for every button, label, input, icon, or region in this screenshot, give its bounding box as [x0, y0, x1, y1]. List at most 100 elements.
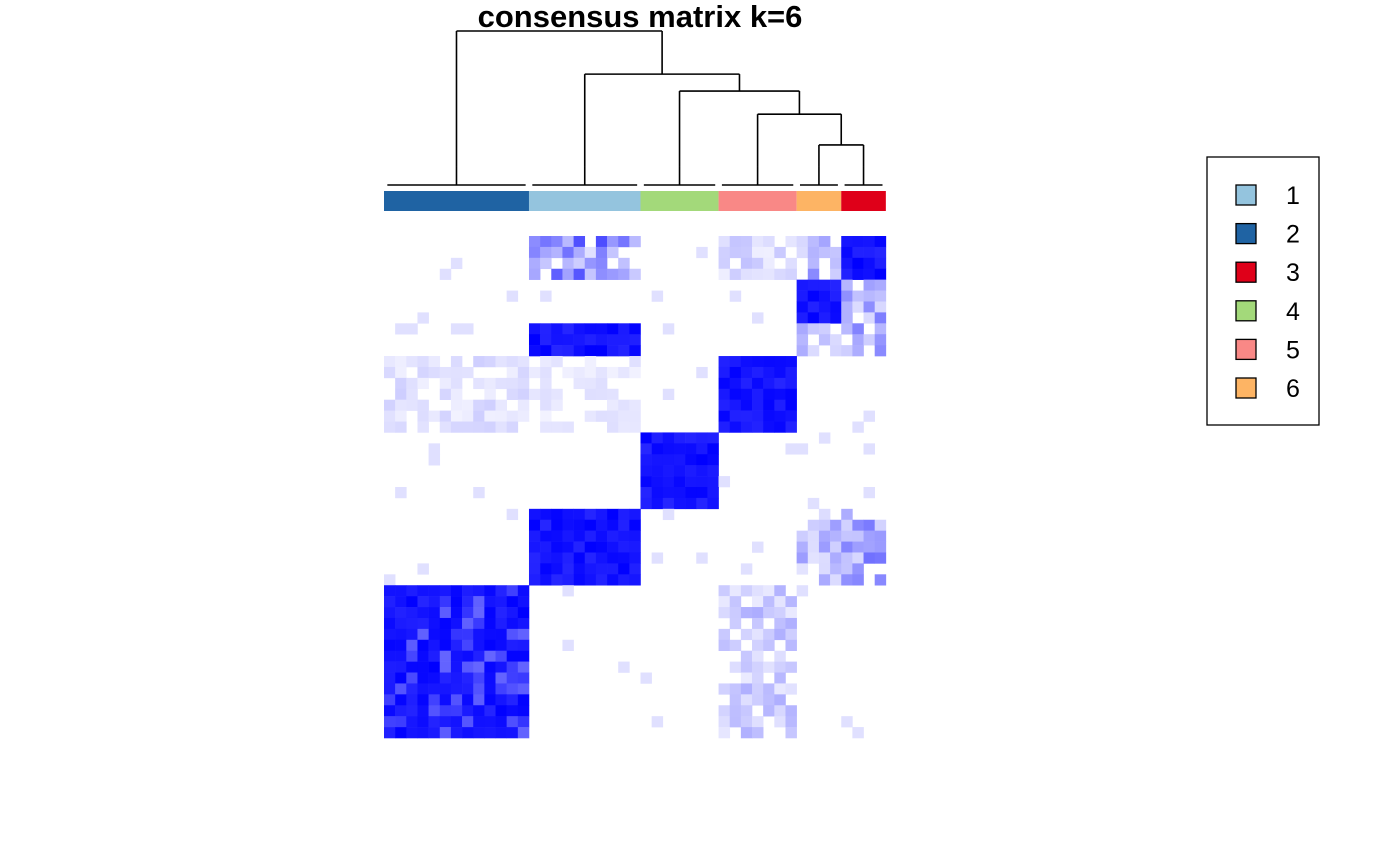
heatmap-cell — [607, 268, 619, 280]
heatmap-cell — [752, 236, 764, 248]
heatmap-cell — [696, 476, 708, 488]
heatmap-cell — [830, 279, 842, 291]
heatmap-cell — [495, 377, 507, 390]
heatmap-cell — [573, 366, 586, 379]
heatmap-cell — [852, 519, 864, 531]
heatmap-cell — [763, 607, 775, 619]
heatmap-cell — [517, 585, 530, 597]
heatmap-cell — [729, 366, 742, 379]
heatmap-cell — [830, 290, 842, 302]
heatmap-cell — [863, 530, 875, 542]
heatmap-cell — [562, 257, 574, 270]
heatmap-cell — [696, 432, 708, 444]
heatmap-cell — [863, 519, 875, 531]
heatmap-cell — [428, 650, 441, 662]
heatmap-cell — [417, 563, 429, 575]
heatmap-cell — [484, 628, 496, 641]
heatmap-cell — [417, 727, 429, 739]
heatmap-cell — [752, 694, 764, 706]
heatmap-cell — [439, 705, 452, 717]
heatmap-cell — [484, 421, 496, 433]
heatmap-cell — [595, 508, 608, 521]
heatmap-cell — [562, 574, 574, 586]
heatmap-cell — [506, 356, 519, 368]
heatmap-cell — [707, 454, 719, 466]
heatmap-cell — [863, 552, 875, 564]
heatmap-cell — [673, 497, 686, 510]
heatmap-cell — [841, 257, 853, 270]
heatmap-cell — [763, 366, 775, 379]
heatmap-cell — [517, 388, 530, 400]
heatmap-cell — [618, 530, 630, 542]
heatmap-cell — [439, 650, 452, 662]
heatmap-cell — [473, 716, 485, 728]
heatmap-cell — [540, 552, 552, 564]
legend-label-1: 1 — [1286, 182, 1300, 210]
heatmap-cell — [484, 356, 496, 368]
heatmap-cell — [874, 279, 887, 291]
heatmap-cell — [450, 727, 463, 739]
heatmap-cell — [618, 508, 630, 521]
heatmap-cell — [417, 694, 429, 706]
heatmap-cell — [729, 399, 742, 411]
heatmap-cell — [830, 345, 842, 357]
heatmap-cell — [462, 727, 474, 739]
heatmap-cell — [785, 366, 797, 379]
heatmap-cell — [718, 377, 731, 390]
heatmap-cell — [640, 432, 652, 444]
heatmap-cell — [450, 617, 463, 630]
heatmap-cell — [540, 356, 552, 368]
heatmap-cell — [517, 366, 530, 379]
heatmap-cell — [473, 639, 485, 651]
heatmap-cell — [763, 410, 775, 422]
heatmap-cell — [406, 650, 418, 662]
heatmap-cell — [640, 454, 652, 466]
heatmap-cell — [428, 639, 441, 651]
heatmap-cell — [484, 399, 496, 411]
heatmap-cell — [595, 519, 608, 531]
heatmap-cell — [841, 236, 853, 248]
heatmap-cell — [785, 607, 797, 619]
heatmap-cell — [774, 377, 786, 390]
heatmap-cell — [528, 257, 541, 270]
heatmap-cell — [629, 530, 641, 542]
heatmap-cell — [651, 432, 664, 444]
heatmap-cell — [818, 563, 831, 575]
heatmap-cell — [595, 574, 608, 586]
heatmap-cell — [450, 672, 463, 684]
heatmap-cell — [517, 607, 530, 619]
heatmap-cell — [384, 356, 396, 368]
heatmap-cell — [607, 366, 619, 379]
heatmap-cell — [729, 585, 742, 597]
heatmap-cell — [852, 301, 864, 313]
heatmap-cell — [874, 290, 887, 302]
heatmap-cell — [752, 672, 764, 684]
heatmap-cell — [629, 421, 641, 433]
heatmap-cell — [506, 716, 519, 728]
heatmap-cell — [774, 672, 786, 684]
heatmap-cell — [830, 563, 842, 575]
heatmap-cell — [562, 563, 574, 575]
heatmap-cell — [517, 377, 530, 390]
heatmap-cell — [450, 705, 463, 717]
heatmap-cell — [852, 290, 864, 302]
heatmap-cell — [439, 672, 452, 684]
heatmap-cell — [439, 661, 452, 673]
heatmap-cell — [473, 410, 485, 422]
heatmap-cell — [417, 661, 429, 673]
heatmap-cell — [584, 257, 597, 270]
heatmap-cell — [462, 399, 474, 411]
heatmap-cell — [785, 596, 797, 608]
heatmap-cell — [807, 257, 820, 270]
heatmap-cell — [618, 334, 630, 346]
heatmap-cell — [395, 421, 407, 433]
heatmap-cell — [618, 574, 630, 586]
heatmap-cell — [651, 465, 664, 477]
heatmap-cell — [395, 323, 407, 335]
heatmap-cell — [439, 268, 452, 280]
heatmap-cell — [740, 585, 753, 597]
heatmap-cell — [651, 476, 664, 488]
heatmap-cell — [473, 683, 485, 695]
heatmap-cell — [584, 563, 597, 575]
heatmap-cell — [562, 541, 574, 553]
